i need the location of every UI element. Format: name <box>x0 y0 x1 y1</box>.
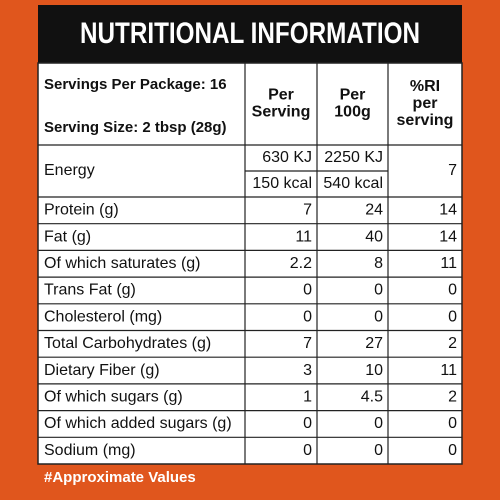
cell-value: 540 kcal <box>323 175 383 192</box>
cell-value: 0 <box>374 415 383 432</box>
row-label: Trans Fat (g) <box>44 282 136 299</box>
cell-value: 7 <box>448 162 457 179</box>
cell-value: 0 <box>448 308 457 325</box>
cell-value: 7 <box>303 202 312 219</box>
column-header: 100g <box>334 104 370 121</box>
cell-value: 11 <box>440 255 457 272</box>
cell-value: 14 <box>439 228 457 245</box>
cell-value: 7 <box>303 335 312 352</box>
cell-value: 8 <box>374 255 383 272</box>
cell-value: 0 <box>448 282 457 299</box>
cell-value: 0 <box>303 415 312 432</box>
cell-value: 40 <box>365 228 383 245</box>
column-header: Serving <box>252 104 311 121</box>
cell-value: 630 KJ <box>262 149 312 166</box>
cell-value: 0 <box>303 442 312 459</box>
cell-value: 150 kcal <box>252 175 312 192</box>
cell-value: 2 <box>448 335 457 352</box>
cell-value: 10 <box>365 362 383 379</box>
title: NUTRITIONAL INFORMATION <box>80 17 420 50</box>
cell-value: 2.2 <box>290 255 312 272</box>
servings: Servings Per Package: 16 <box>44 76 227 93</box>
table-body <box>37 62 463 465</box>
cell-value: 2 <box>448 388 457 405</box>
cell-value: 0 <box>448 415 457 432</box>
row-label: Cholesterol (mg) <box>44 308 162 325</box>
row-label: Fat (g) <box>44 228 91 245</box>
row-label: Total Carbohydrates (g) <box>44 335 211 352</box>
cell-value: 11 <box>440 362 457 379</box>
row-label: Of which sugars (g) <box>44 388 183 405</box>
row-label: Of which added sugars (g) <box>44 415 232 432</box>
column-header: per <box>413 95 438 112</box>
cell-value: 14 <box>439 202 457 219</box>
footnote: #Approximate Values <box>44 469 196 486</box>
cell-value: 27 <box>365 335 383 352</box>
cell-value: 2250 KJ <box>324 149 383 166</box>
cell-value: 24 <box>365 202 383 219</box>
cell-value: 0 <box>374 308 383 325</box>
cell-value: 0 <box>374 442 383 459</box>
row-label: Dietary Fiber (g) <box>44 362 160 379</box>
cell-value: 4.5 <box>361 388 383 405</box>
column-header: Per <box>268 87 294 104</box>
cell-value: 11 <box>295 228 312 245</box>
cell-value: 3 <box>303 362 312 379</box>
cell-value: 1 <box>303 388 312 405</box>
row-label: Of which saturates (g) <box>44 255 201 272</box>
cell-value: 0 <box>374 282 383 299</box>
title-bar <box>38 5 462 63</box>
cell-value: 0 <box>448 442 457 459</box>
column-header: Per <box>340 87 366 104</box>
row-label: Energy <box>44 162 95 179</box>
serving-size: Serving Size: 2 tbsp (28g) <box>44 119 227 136</box>
row-label: Protein (g) <box>44 202 119 219</box>
cell-value: 0 <box>303 282 312 299</box>
cell-value: 0 <box>303 308 312 325</box>
column-header: %RI <box>410 78 440 95</box>
column-header: serving <box>397 112 454 129</box>
row-label: Sodium (mg) <box>44 442 136 459</box>
